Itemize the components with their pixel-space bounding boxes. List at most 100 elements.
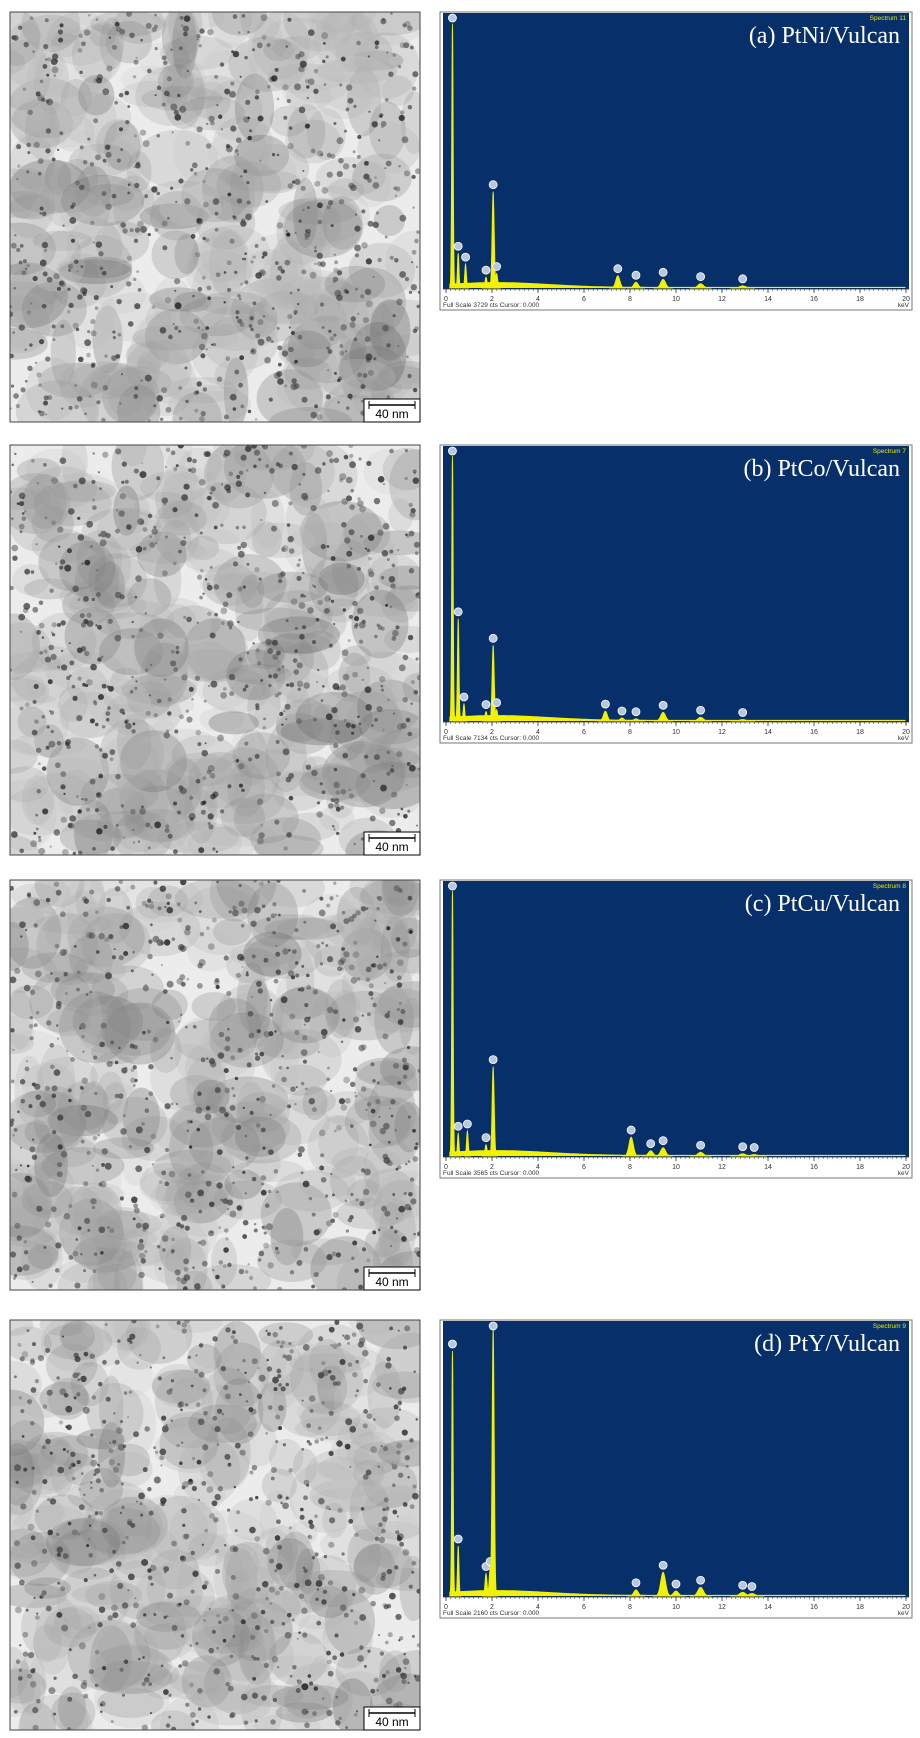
tem-particle bbox=[317, 220, 322, 225]
spectrum-footer: Full Scale 7134 cts Cursor: 0.000 bbox=[443, 735, 539, 742]
tem-particle bbox=[381, 1445, 383, 1447]
tem-particle bbox=[79, 1504, 85, 1510]
tem-particle bbox=[74, 405, 78, 409]
tem-particle bbox=[389, 1593, 396, 1600]
tem-particle bbox=[307, 97, 309, 99]
tem-particle bbox=[154, 1477, 161, 1484]
tem-particle bbox=[327, 490, 329, 492]
tem-particle bbox=[237, 198, 242, 203]
tem-particle bbox=[265, 639, 272, 646]
tem-particle bbox=[118, 1047, 121, 1050]
tem-particle bbox=[281, 545, 288, 552]
tem-particle bbox=[417, 1232, 422, 1237]
tem-particle bbox=[139, 1239, 143, 1243]
tem-particle bbox=[175, 302, 182, 309]
tem-particle bbox=[208, 1230, 214, 1236]
tem-particle bbox=[92, 505, 97, 510]
tem-particle bbox=[288, 501, 292, 505]
tem-particle bbox=[142, 1682, 146, 1686]
tem-particle bbox=[389, 1327, 393, 1331]
tem-particle bbox=[359, 506, 366, 513]
tem-particle bbox=[99, 487, 102, 490]
tem-particle bbox=[332, 683, 339, 690]
tem-particle bbox=[313, 718, 317, 722]
x-tick-label: 12 bbox=[718, 1604, 726, 1611]
tem-particle bbox=[376, 907, 379, 910]
tem-particle bbox=[52, 1094, 57, 1099]
tem-particle bbox=[297, 1638, 299, 1640]
tem-particle bbox=[282, 665, 284, 667]
tem-particle bbox=[19, 261, 23, 265]
tem-particle bbox=[81, 1105, 88, 1112]
tem-particle bbox=[249, 1276, 253, 1280]
tem-particle bbox=[252, 1465, 258, 1471]
tem-particle bbox=[400, 1672, 404, 1676]
tem-particle bbox=[82, 292, 86, 296]
tem-particle bbox=[90, 1433, 93, 1436]
tem-particle bbox=[258, 1367, 260, 1369]
tem-particle bbox=[314, 586, 316, 588]
tem-particle bbox=[28, 1104, 32, 1108]
tem-particle bbox=[199, 44, 202, 47]
tem-particle bbox=[141, 1122, 145, 1126]
tem-particle bbox=[297, 1152, 302, 1157]
tem-particle bbox=[355, 1095, 358, 1098]
tem-particle bbox=[393, 186, 397, 190]
tem-particle bbox=[36, 828, 39, 831]
tem-particle bbox=[160, 1501, 165, 1506]
tem-particle bbox=[245, 214, 252, 221]
tem-particle bbox=[98, 774, 103, 779]
tem-particle bbox=[245, 445, 252, 452]
tem-particle bbox=[227, 1199, 233, 1205]
tem-particle bbox=[118, 510, 124, 516]
tem-particle bbox=[386, 395, 390, 399]
tem-particle bbox=[54, 882, 59, 887]
tem-particle bbox=[184, 1267, 189, 1272]
tem-particle bbox=[166, 893, 172, 899]
tem-particle bbox=[262, 256, 265, 259]
tem-particle bbox=[415, 1418, 417, 1420]
tem-particle bbox=[159, 1267, 162, 1270]
tem-particle bbox=[225, 1327, 230, 1332]
tem-particle bbox=[163, 1566, 169, 1572]
tem-particle bbox=[143, 547, 147, 551]
tem-particle bbox=[91, 1454, 95, 1458]
tem-particle bbox=[23, 87, 26, 90]
tem-particle bbox=[142, 1223, 149, 1230]
tem-particle bbox=[154, 713, 158, 717]
peak-marker bbox=[454, 1122, 462, 1130]
tem-particle bbox=[116, 1561, 122, 1567]
tem-particle bbox=[296, 1086, 298, 1088]
tem-particle bbox=[86, 521, 93, 528]
tem-particle bbox=[255, 754, 260, 759]
tem-particle bbox=[329, 896, 333, 900]
tem-particle bbox=[337, 1343, 341, 1347]
tem-particle bbox=[340, 1652, 345, 1657]
tem-particle bbox=[81, 1682, 88, 1689]
tem-particle bbox=[263, 1548, 270, 1555]
tem-particle bbox=[42, 1479, 47, 1484]
tem-particle bbox=[264, 1231, 267, 1234]
tem-particle bbox=[176, 1444, 179, 1447]
tem-support bbox=[8, 985, 54, 1019]
tem-particle bbox=[378, 1116, 380, 1118]
tem-particle bbox=[294, 179, 300, 185]
tem-particle bbox=[256, 648, 260, 652]
tem-particle bbox=[229, 239, 234, 244]
tem-particle bbox=[358, 1587, 365, 1594]
tem-particle bbox=[45, 356, 50, 361]
tem-particle bbox=[301, 493, 308, 500]
tem-particle bbox=[301, 965, 304, 968]
tem-particle bbox=[271, 526, 277, 532]
tem-particle bbox=[391, 765, 393, 767]
tem-particle bbox=[361, 773, 366, 778]
tem-particle bbox=[185, 925, 190, 930]
tem-particle bbox=[258, 988, 263, 993]
tem-particle bbox=[312, 640, 316, 644]
tem-particle bbox=[335, 790, 339, 794]
tem-particle bbox=[286, 619, 289, 622]
tem-particle bbox=[285, 1632, 292, 1639]
tem-particle bbox=[131, 1196, 138, 1203]
tem-particle bbox=[168, 335, 173, 340]
tem-particle bbox=[244, 56, 248, 60]
